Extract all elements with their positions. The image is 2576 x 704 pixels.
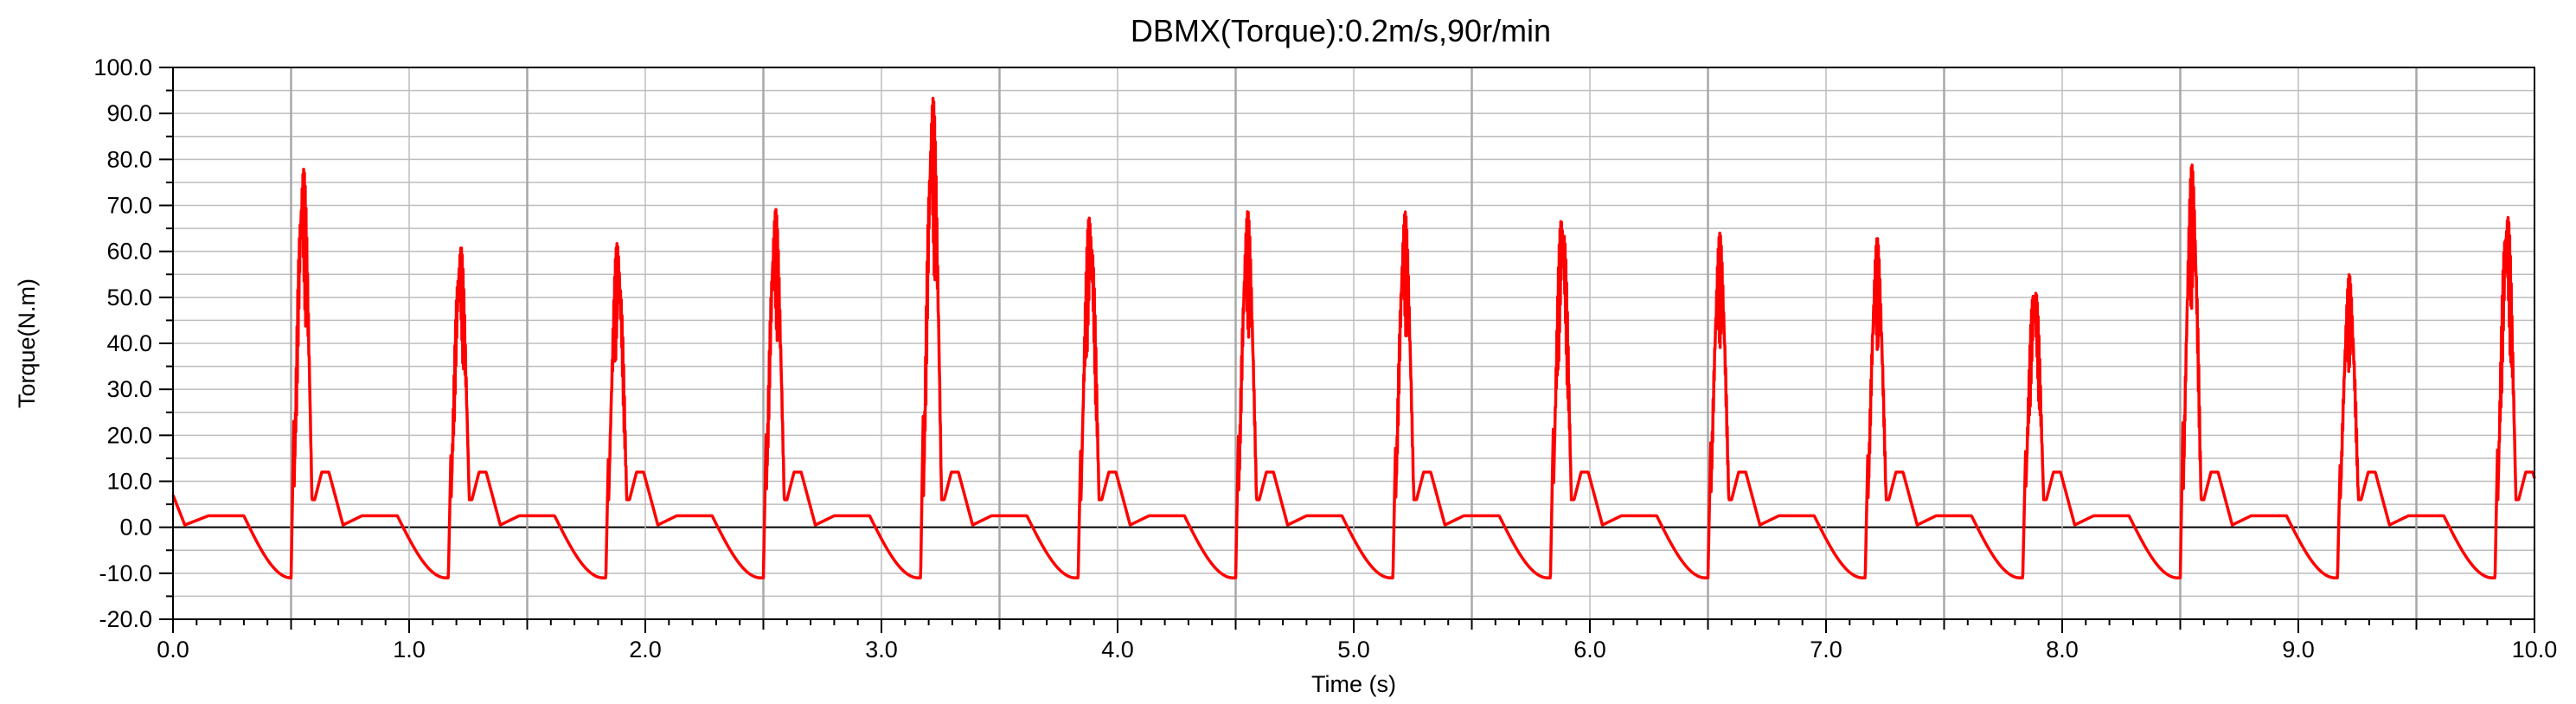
y-tick-label: -20.0 (99, 606, 152, 632)
x-tick-label: 0.0 (157, 637, 189, 662)
x-tick-label: 1.0 (393, 637, 426, 662)
x-tick-label: 4.0 (1101, 637, 1134, 662)
y-tick-label: 10.0 (106, 469, 152, 495)
y-tick-label: 40.0 (106, 330, 152, 356)
x-tick-label: 5.0 (1337, 637, 1370, 662)
y-tick-label: 80.0 (106, 146, 152, 172)
x-tick-label: 8.0 (2046, 637, 2079, 662)
x-tick-label: 2.0 (629, 637, 662, 662)
x-tick-label: 10.0 (2512, 637, 2558, 662)
series-line-torque (171, 96, 2536, 579)
grid (173, 67, 2534, 619)
y-tick-label: 20.0 (106, 422, 152, 448)
x-tick-label: 7.0 (1810, 637, 1842, 662)
x-tick-label: 9.0 (2282, 637, 2315, 662)
y-tick-label: 30.0 (106, 376, 152, 402)
x-axis-label: Time (s) (1311, 671, 1396, 697)
y-tick-label: 0.0 (119, 515, 152, 541)
x-tick-label: 3.0 (865, 637, 898, 662)
y-tick-label: 50.0 (106, 285, 152, 310)
y-tick-label: 60.0 (106, 239, 152, 265)
axis-ticks: 100.0 90.0 80.0 70.0 60.0 50.0 40.0 30.0 20.0 10.… (93, 54, 2557, 662)
y-tick-label: 70.0 (106, 193, 152, 219)
x-tick-label: 6.0 (1573, 637, 1606, 662)
y-tick-label: 90.0 (106, 100, 152, 126)
y-axis-label: Torque(N.m) (14, 278, 40, 408)
y-tick-label: 100.0 (93, 54, 152, 80)
chart-title: DBMX(Torque):0.2m/s,90r/min (1131, 13, 1551, 48)
y-tick-label: -10.0 (99, 560, 152, 586)
series-layer (171, 96, 2536, 579)
